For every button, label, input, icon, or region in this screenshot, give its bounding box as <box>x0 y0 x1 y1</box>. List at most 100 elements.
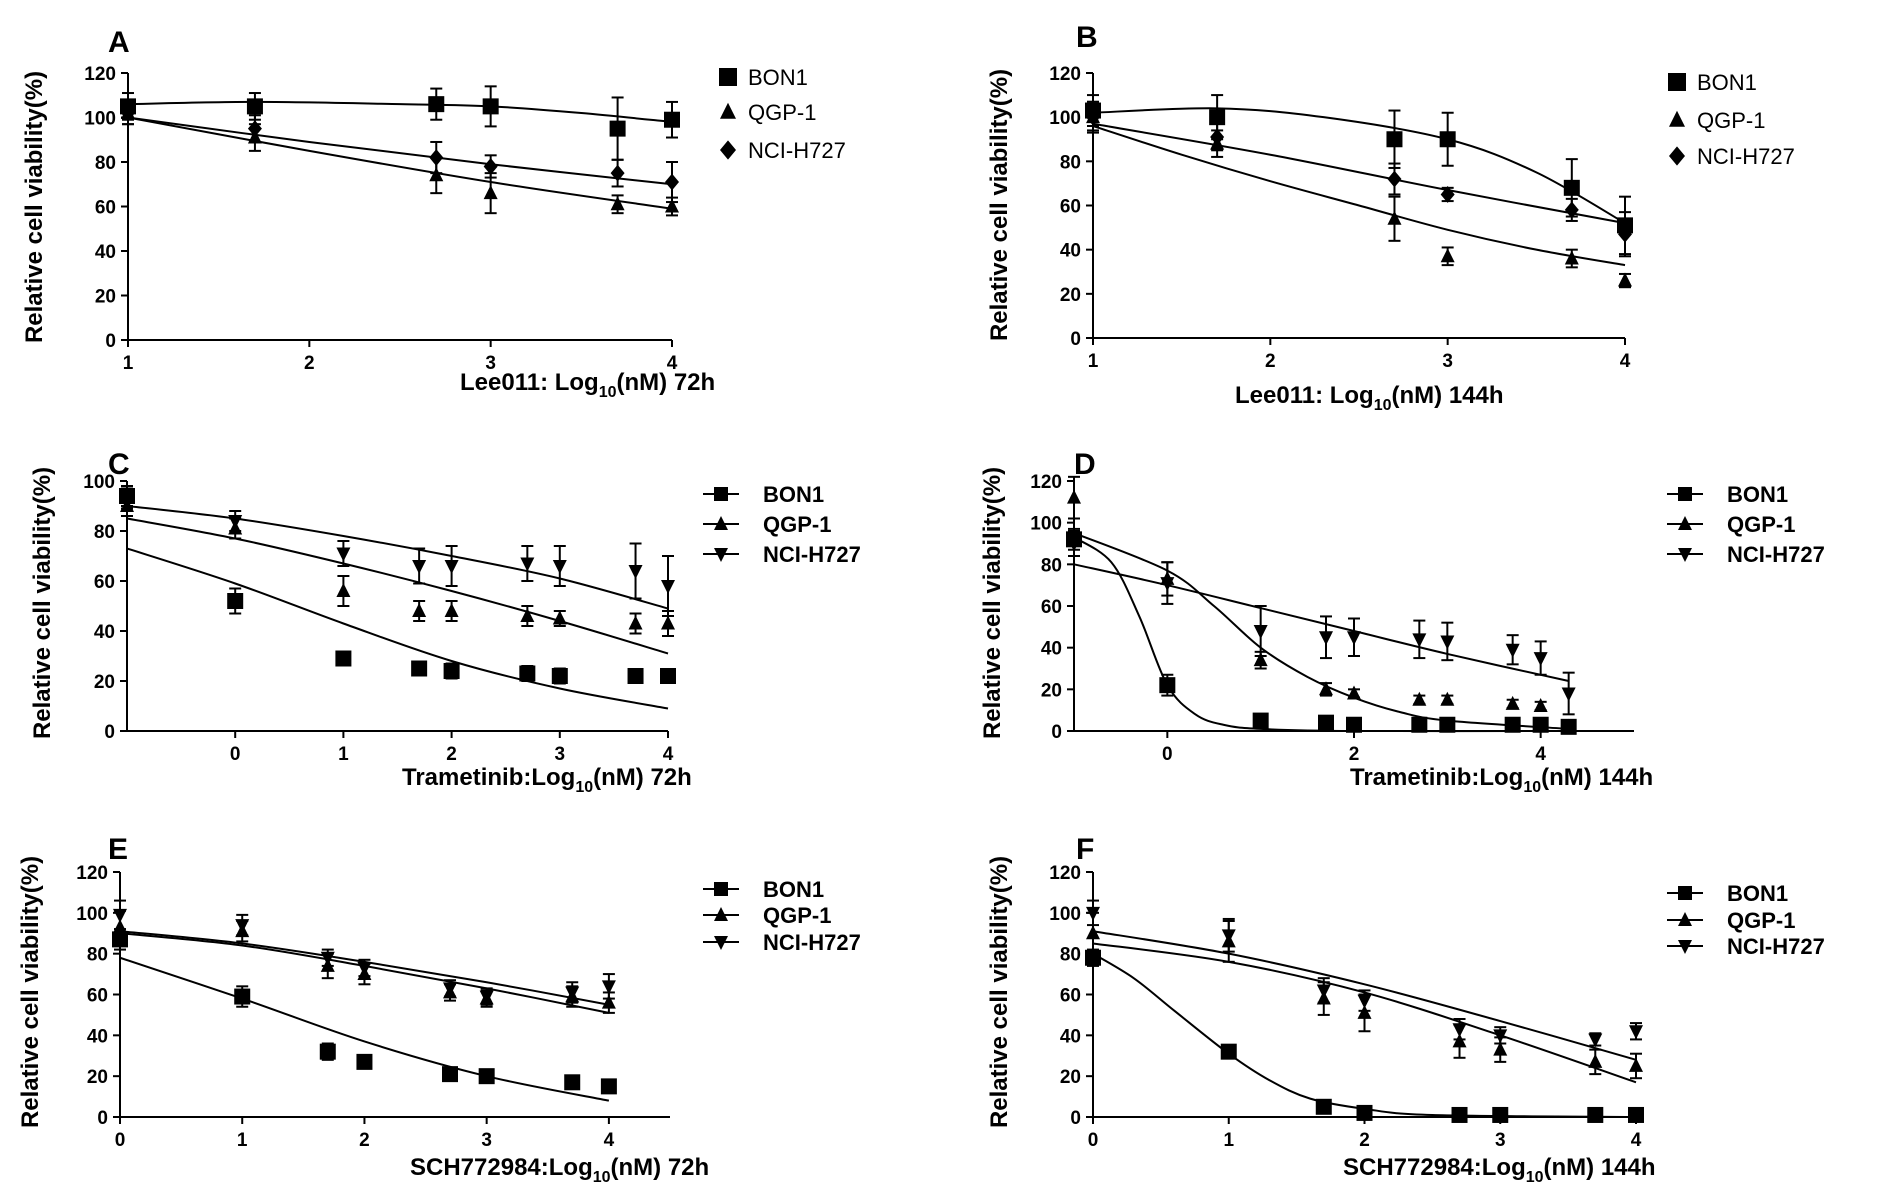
legend-label: NCI-H727 <box>1727 542 1825 567</box>
data-point <box>1412 691 1427 706</box>
data-point <box>1629 1025 1643 1040</box>
x-axis-label: SCH772984:Log10(nM) 72h <box>410 1154 709 1186</box>
y-tick-label: 100 <box>76 904 108 925</box>
data-point <box>1561 687 1576 702</box>
x-tick-label: 3 <box>555 744 566 765</box>
data-point <box>320 951 335 966</box>
data-point <box>551 668 568 684</box>
series-qgp-1 <box>1086 102 1632 289</box>
y-tick-label: 40 <box>1060 241 1081 262</box>
data-point <box>1533 697 1548 712</box>
series-bon1 <box>120 85 680 161</box>
data-point <box>429 149 444 166</box>
x-tick-label: 1 <box>1223 1130 1234 1151</box>
data-point <box>519 665 536 682</box>
y-tick-label: 40 <box>94 622 115 643</box>
legend-entry: BON1 <box>1667 482 1788 507</box>
series-bon1 <box>1085 94 1633 256</box>
panel-letter: F <box>1076 833 1094 866</box>
x-axis-label-unit: (nM) 144h <box>1392 382 1504 409</box>
legend-marker <box>1678 487 1692 501</box>
y-tick-label: 80 <box>1060 945 1081 966</box>
panel-letter: A <box>108 26 130 59</box>
x-axis-label-subscript: 10 <box>599 384 617 401</box>
data-point <box>1387 210 1402 225</box>
legend-entry: QGP-1 <box>1669 108 1765 133</box>
legend-entry: BON1 <box>1668 70 1757 95</box>
x-tick-label: 3 <box>481 1130 492 1151</box>
data-point <box>1086 906 1100 921</box>
y-tick-label: 60 <box>95 198 116 219</box>
data-point <box>661 615 675 630</box>
series-qgp-1 <box>121 100 679 217</box>
data-point <box>1412 633 1427 648</box>
legend-marker <box>720 102 736 119</box>
y-axis-label: Relative cell viability(%) <box>979 467 1006 739</box>
y-tick-label: 120 <box>1030 472 1062 493</box>
data-point <box>600 1078 617 1095</box>
fit-curve <box>126 547 669 710</box>
series-nci-h727 <box>121 100 679 204</box>
series-bon1 <box>112 928 617 1102</box>
y-tick-label: 40 <box>1060 1026 1081 1047</box>
legend-marker <box>714 515 728 530</box>
x-axis-label: SCH772984:Log10(nM) 144h <box>1343 1154 1656 1186</box>
legend-label: BON1 <box>1727 881 1788 906</box>
data-point <box>552 560 567 575</box>
y-tick-label: 0 <box>97 1108 108 1129</box>
legend-entry: QGP-1 <box>703 903 831 928</box>
legend-label: QGP-1 <box>748 100 816 125</box>
data-point <box>1439 131 1456 148</box>
fit-curve <box>1092 122 1626 225</box>
panel-a: A 0 20 40 60 80 100 120 1 2 3 4 Relative cell viabil… <box>21 26 846 401</box>
y-tick-label: 40 <box>87 1026 108 1047</box>
x-tick-label: 1 <box>123 353 134 374</box>
x-tick-label: 4 <box>604 1130 615 1151</box>
data-point <box>1253 652 1268 667</box>
data-point <box>235 919 250 934</box>
data-point <box>228 515 243 530</box>
y-axis-label: Relative cell viability(%) <box>29 467 56 739</box>
x-axis-label-main: Trametinib:Log <box>1350 764 1523 791</box>
y-tick-label: 80 <box>94 522 115 543</box>
fit-curve <box>127 100 673 123</box>
x-axis-label-subscript: 10 <box>1526 1169 1544 1186</box>
y-tick-label: 0 <box>104 722 115 743</box>
y-tick-label: 80 <box>1060 152 1081 173</box>
data-point <box>443 982 457 997</box>
y-axis-label: Relative cell viability(%) <box>986 69 1013 341</box>
legend-marker <box>1678 886 1692 900</box>
x-tick-label: 2 <box>304 353 315 374</box>
x-axis-label-main: Trametinib:Log <box>402 764 575 791</box>
x-tick-label: 0 <box>115 1130 126 1151</box>
x-tick-label: 2 <box>1349 744 1360 765</box>
legend-label: QGP-1 <box>1727 908 1795 933</box>
data-point <box>1387 170 1402 188</box>
data-point <box>1316 984 1331 999</box>
data-point <box>1618 272 1632 287</box>
y-tick-label: 100 <box>1030 514 1062 535</box>
series-qgp-1 <box>120 495 675 655</box>
legend-entry: QGP-1 <box>703 512 831 537</box>
data-point <box>1221 929 1236 944</box>
data-point <box>483 185 498 200</box>
data-point <box>428 96 445 113</box>
x-axis-label-main: Lee011: Log <box>460 369 599 396</box>
y-tick-label: 100 <box>1049 904 1081 925</box>
data-point <box>1440 248 1455 263</box>
x-tick-label: 3 <box>485 353 496 374</box>
x-tick-label: 1 <box>338 744 349 765</box>
y-tick-label: 20 <box>1060 1067 1081 1088</box>
y-tick-label: 40 <box>95 242 116 263</box>
x-axis-label-unit: (nM) 72h <box>593 764 692 791</box>
data-point <box>610 196 625 211</box>
data-point <box>665 173 679 191</box>
y-tick-label: 120 <box>76 863 108 884</box>
data-point <box>601 980 616 995</box>
x-tick-label: 4 <box>1620 351 1631 372</box>
data-point <box>1347 631 1361 646</box>
legend-marker <box>1678 911 1692 926</box>
x-tick-label: 4 <box>1535 744 1546 765</box>
data-point <box>442 1066 458 1083</box>
x-axis-label-unit: (nM) 144h <box>1544 1154 1656 1181</box>
